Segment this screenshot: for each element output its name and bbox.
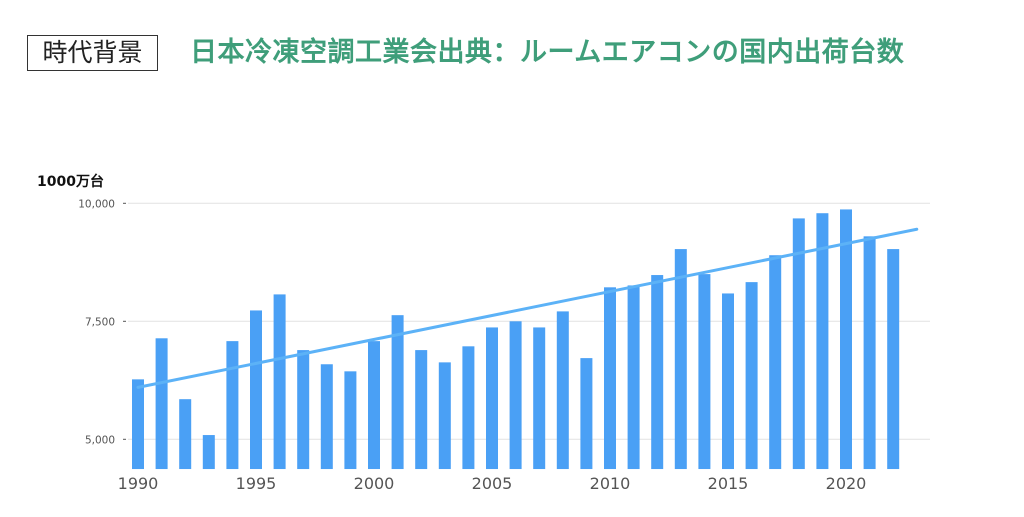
y-tick-label: 10,000 xyxy=(78,198,115,210)
trend-line xyxy=(136,227,919,389)
bar-2008 xyxy=(556,311,569,470)
bar-2009 xyxy=(580,358,593,470)
bar-1992 xyxy=(179,399,192,470)
x-tick-label: 2015 xyxy=(708,474,749,493)
x-tick-label: 2010 xyxy=(590,474,631,493)
x-tick-label: 2005 xyxy=(472,474,513,493)
bar-1993 xyxy=(202,435,215,470)
bar-1998 xyxy=(320,364,333,470)
page-title: 日本冷凍空調工業会出典：ルームエアコンの国内出荷台数 xyxy=(190,37,905,68)
x-tick-label: 1995 xyxy=(236,474,277,493)
bar-1999 xyxy=(344,371,357,470)
bar-1996 xyxy=(273,294,286,470)
bar-1997 xyxy=(297,350,310,470)
x-tick-label: 2020 xyxy=(826,474,867,493)
bar-2004 xyxy=(462,346,475,470)
bar-2007 xyxy=(533,327,546,470)
bar-2017 xyxy=(769,255,782,470)
y-tick-label: 5,000 xyxy=(85,434,115,446)
section-tag: 時代背景 xyxy=(27,35,158,71)
bar-2011 xyxy=(627,285,640,470)
y-axis-unit-label: 1000万台 xyxy=(37,174,104,190)
bar-1995 xyxy=(250,310,262,470)
bar-2003 xyxy=(438,362,451,470)
bar-2012 xyxy=(651,275,664,470)
bar-2000 xyxy=(368,341,380,470)
x-tick-label: 2000 xyxy=(354,474,395,493)
bar-2015 xyxy=(722,293,734,470)
y-tick-label: 7,500 xyxy=(85,316,115,328)
bar-2006 xyxy=(509,321,522,470)
bar-2018 xyxy=(792,218,805,470)
bar-2010 xyxy=(604,287,616,470)
bar-2002 xyxy=(415,350,428,470)
bar-1994 xyxy=(226,341,239,470)
bar-2001 xyxy=(391,315,404,470)
bar-2016 xyxy=(745,282,758,470)
bar-2013 xyxy=(674,249,687,470)
bar-2021 xyxy=(863,236,876,470)
bar-2019 xyxy=(816,213,829,470)
x-tick-label: 1990 xyxy=(118,474,159,493)
bar-2020 xyxy=(840,209,852,470)
bar-1991 xyxy=(155,338,168,470)
bar-2022 xyxy=(887,249,900,470)
bar-1990 xyxy=(132,379,144,470)
bar-2005 xyxy=(486,327,498,470)
bar-2014 xyxy=(698,274,711,470)
